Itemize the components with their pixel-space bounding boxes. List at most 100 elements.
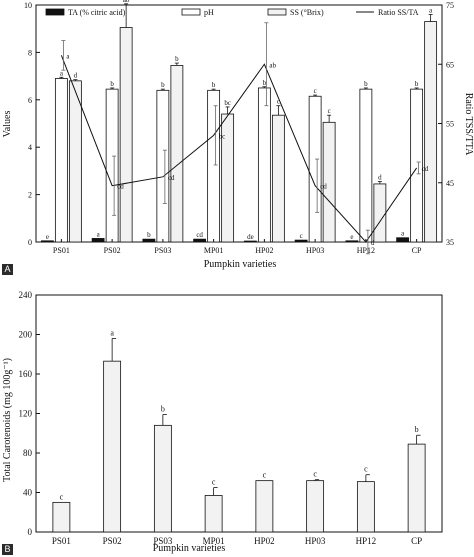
x-tick-label: HP02 (254, 536, 275, 546)
bar (204, 495, 223, 533)
x-tick-label: PS03 (153, 536, 173, 546)
bar (271, 114, 285, 243)
significance-letter: c (314, 87, 317, 95)
x-tick-label: MP01 (204, 246, 224, 255)
significance-letter: de (247, 233, 254, 241)
legend-swatch (267, 8, 287, 16)
ratio-letter: cd (422, 165, 429, 173)
legend-label: pH (204, 8, 214, 17)
significance-letter: c (60, 492, 64, 501)
chart-a-y2-axis-label: Ratio TSS/TTA (463, 93, 474, 156)
y2-tick-label: 35 (446, 238, 454, 247)
bar (207, 89, 221, 243)
bar (308, 95, 322, 243)
significance-letter: c (364, 465, 368, 474)
significance-letter: b (147, 231, 151, 239)
significance-letter: b (161, 81, 165, 89)
x-tick-label: PS03 (154, 246, 171, 255)
y-tick-label: 80 (23, 448, 33, 458)
x-tick-label: PS02 (103, 536, 122, 546)
legend-label: TA (% citric acid) (68, 8, 126, 17)
ratio-line (60, 55, 418, 243)
x-tick-label: HP03 (305, 536, 326, 546)
ratio-letter: bc (219, 132, 226, 140)
bar (407, 443, 426, 533)
y-tick-label: 120 (19, 409, 33, 419)
bar (153, 424, 172, 533)
bar (170, 65, 184, 243)
y-tick-label: 160 (19, 369, 33, 379)
significance-letter: b (175, 55, 179, 63)
chart-b-x-axis-label: Pumpkin varieties (153, 543, 226, 554)
bar (359, 88, 373, 243)
y-tick-label: 6 (28, 96, 32, 105)
significance-letter: b (364, 80, 368, 88)
significance-letter: c (328, 107, 331, 115)
significance-letter: bc (224, 99, 231, 107)
bar (396, 237, 410, 243)
significance-letter: a (401, 230, 405, 238)
bar (119, 27, 133, 243)
bar (40, 240, 54, 243)
chart-b-bars: c a b c c c c b (52, 328, 426, 533)
x-tick-label: CP (412, 246, 422, 255)
y-tick-label: 200 (19, 330, 33, 340)
x-tick-label: HP12 (356, 536, 377, 546)
chart-a-left-axis: 0 2 4 6 8 10 (24, 1, 40, 247)
bar (306, 480, 325, 533)
ratio-letter: cd (168, 174, 175, 182)
significance-letter: c (212, 478, 216, 487)
y2-tick-label: 75 (446, 1, 454, 10)
y-tick-label: 240 (19, 290, 33, 300)
bar (294, 239, 308, 243)
bar (373, 183, 387, 243)
ratio-letter: cd (320, 183, 327, 191)
x-tick-label: PS01 (53, 246, 70, 255)
y-tick-label: 2 (28, 191, 32, 200)
significance-letter: ab (123, 0, 130, 4)
significance-letter: a (429, 6, 433, 14)
bar (257, 87, 271, 243)
bar (243, 240, 257, 243)
bar (54, 78, 68, 243)
x-tick-label: HP02 (255, 246, 273, 255)
y-tick-label: 0 (28, 238, 32, 247)
chart-a-x-axis: PS01 PS02 PS03 MP01 HP02 HP03 HP12 CP (53, 239, 422, 255)
significance-letter: a (110, 328, 114, 337)
y-tick-label: 40 (23, 488, 33, 498)
significance-letter: b (161, 404, 165, 413)
legend-swatch (181, 8, 201, 16)
chart-a-right-axis: 35 45 55 65 75 (438, 1, 454, 247)
chart-b-left-axis: 0 40 80 120 160 200 240 (19, 290, 40, 537)
bar (193, 238, 207, 243)
panel-b-tag: B (2, 544, 13, 555)
significance-letter: b (415, 80, 419, 88)
ratio-letter: cd (117, 183, 124, 191)
bar (142, 238, 156, 243)
chart-a-y-axis-label: Values (2, 111, 13, 138)
bar (52, 501, 71, 533)
chart-a: TA (% citric acid) pH SS (°Brix) Ratio SS/T… (2, 0, 474, 270)
bar (156, 89, 170, 243)
x-tick-label: HP12 (357, 246, 375, 255)
significance-letter: b (415, 425, 419, 434)
significance-letter: c (313, 470, 317, 479)
legend-label: Ratio SS/TA (378, 8, 419, 17)
x-tick-label: PS02 (104, 246, 121, 255)
significance-letter: e (350, 233, 353, 241)
y-tick-label: 10 (24, 1, 32, 10)
significance-letter: b (212, 81, 216, 89)
bar (91, 238, 105, 243)
y2-tick-label: 55 (446, 120, 454, 129)
significance-letter: d (378, 174, 382, 182)
y2-tick-label: 45 (446, 179, 454, 188)
significance-letter: c (300, 232, 303, 240)
significance-letter: c (263, 471, 267, 480)
significance-letter: b (110, 80, 114, 88)
significance-letter: a (97, 230, 101, 238)
bar (345, 240, 359, 243)
ratio-letter: d (371, 239, 375, 247)
chart-a-x-axis-label: Pumpkin varieties (204, 259, 277, 270)
significance-letter: c (277, 98, 280, 106)
